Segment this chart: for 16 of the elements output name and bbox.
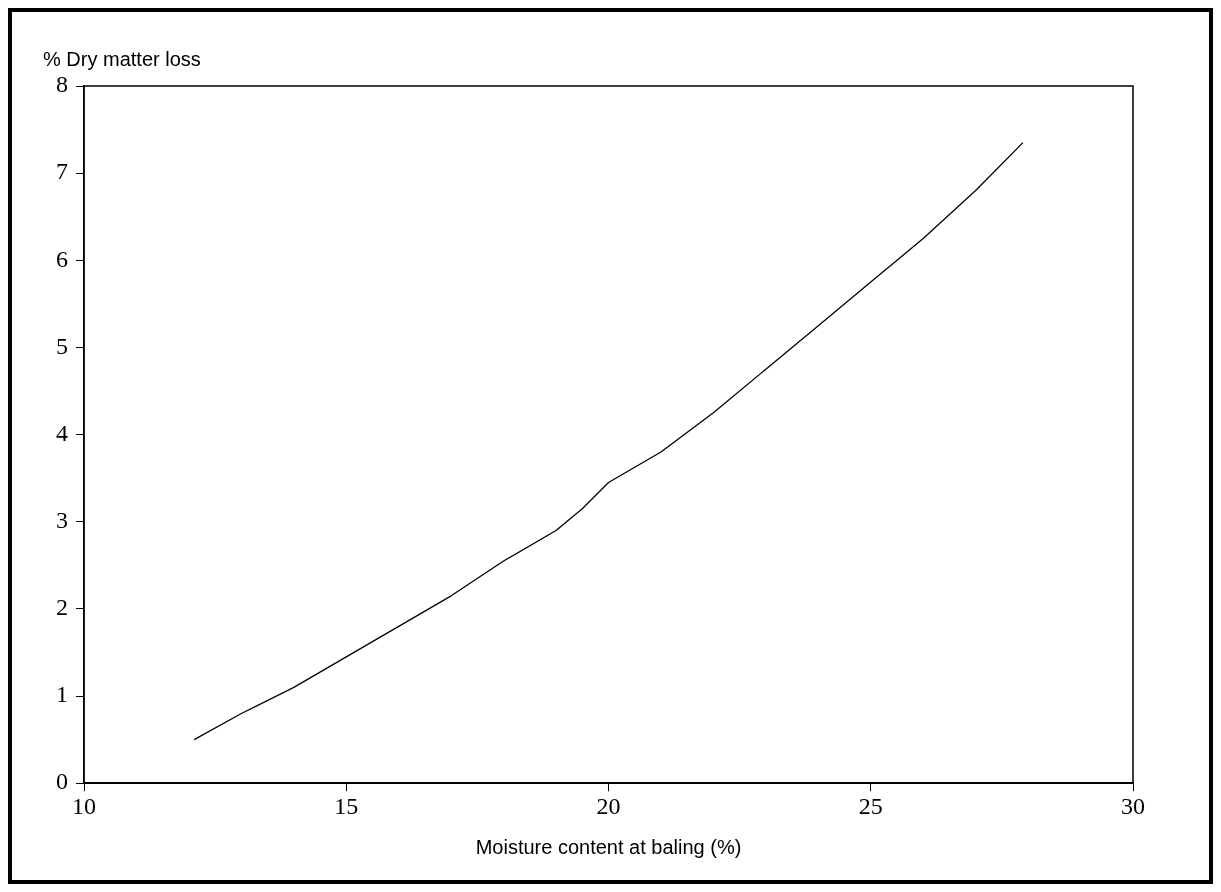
x-axis-title: Moisture content at baling (%) xyxy=(475,835,742,858)
y-tick-label: 4 xyxy=(56,419,68,446)
y-tick-label: 8 xyxy=(56,71,68,98)
x-tick-label: 15 xyxy=(334,792,359,819)
x-tick-label: 20 xyxy=(596,792,621,819)
y-tick-label: 5 xyxy=(56,332,68,359)
y-tick-label: 7 xyxy=(56,158,68,185)
x-tick-label: 30 xyxy=(1121,792,1145,819)
y-tick-label: 1 xyxy=(56,681,68,708)
y-tick-label: 0 xyxy=(56,768,68,795)
y-tick-label: 3 xyxy=(56,507,68,534)
x-tick-label: 25 xyxy=(858,792,883,819)
y-tick-label: 6 xyxy=(56,245,68,272)
y-tick-label: 2 xyxy=(56,594,68,621)
x-tick-label: 10 xyxy=(72,792,96,819)
y-axis-title: % Dry matter loss xyxy=(43,47,201,70)
